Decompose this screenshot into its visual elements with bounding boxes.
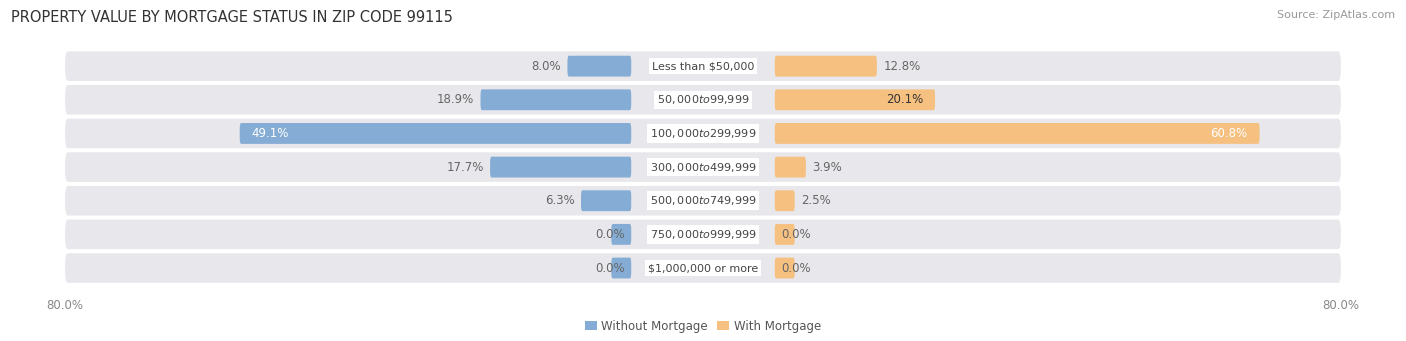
Text: 3.9%: 3.9%	[813, 161, 842, 174]
FancyBboxPatch shape	[775, 257, 794, 279]
FancyBboxPatch shape	[65, 253, 1341, 283]
FancyBboxPatch shape	[775, 56, 877, 77]
Text: 0.0%: 0.0%	[782, 262, 811, 275]
Legend: Without Mortgage, With Mortgage: Without Mortgage, With Mortgage	[585, 320, 821, 333]
FancyBboxPatch shape	[65, 119, 1341, 148]
Text: Less than $50,000: Less than $50,000	[652, 61, 754, 71]
FancyBboxPatch shape	[65, 186, 1341, 216]
Text: 8.0%: 8.0%	[531, 60, 561, 73]
FancyBboxPatch shape	[65, 51, 1341, 81]
Text: 12.8%: 12.8%	[883, 60, 921, 73]
FancyBboxPatch shape	[65, 220, 1341, 249]
Text: $500,000 to $749,999: $500,000 to $749,999	[650, 194, 756, 207]
FancyBboxPatch shape	[568, 56, 631, 77]
FancyBboxPatch shape	[612, 257, 631, 279]
Text: 60.8%: 60.8%	[1211, 127, 1247, 140]
Text: 20.1%: 20.1%	[886, 93, 924, 106]
FancyBboxPatch shape	[491, 157, 631, 178]
FancyBboxPatch shape	[481, 89, 631, 110]
Text: 49.1%: 49.1%	[252, 127, 290, 140]
Text: 0.0%: 0.0%	[595, 262, 624, 275]
FancyBboxPatch shape	[775, 123, 1260, 144]
FancyBboxPatch shape	[775, 89, 935, 110]
FancyBboxPatch shape	[65, 152, 1341, 182]
FancyBboxPatch shape	[775, 157, 806, 178]
Text: 18.9%: 18.9%	[437, 93, 474, 106]
Text: PROPERTY VALUE BY MORTGAGE STATUS IN ZIP CODE 99115: PROPERTY VALUE BY MORTGAGE STATUS IN ZIP…	[11, 10, 453, 25]
FancyBboxPatch shape	[775, 190, 794, 211]
FancyBboxPatch shape	[239, 123, 631, 144]
Text: $100,000 to $299,999: $100,000 to $299,999	[650, 127, 756, 140]
Text: $750,000 to $999,999: $750,000 to $999,999	[650, 228, 756, 241]
Text: Source: ZipAtlas.com: Source: ZipAtlas.com	[1277, 10, 1395, 20]
Text: $50,000 to $99,999: $50,000 to $99,999	[657, 93, 749, 106]
FancyBboxPatch shape	[581, 190, 631, 211]
FancyBboxPatch shape	[775, 224, 794, 245]
Text: 0.0%: 0.0%	[595, 228, 624, 241]
FancyBboxPatch shape	[612, 224, 631, 245]
FancyBboxPatch shape	[65, 85, 1341, 115]
Text: $1,000,000 or more: $1,000,000 or more	[648, 263, 758, 273]
Text: 6.3%: 6.3%	[546, 194, 575, 207]
Text: $300,000 to $499,999: $300,000 to $499,999	[650, 161, 756, 174]
Text: 0.0%: 0.0%	[782, 228, 811, 241]
Text: 2.5%: 2.5%	[801, 194, 831, 207]
Text: 17.7%: 17.7%	[446, 161, 484, 174]
